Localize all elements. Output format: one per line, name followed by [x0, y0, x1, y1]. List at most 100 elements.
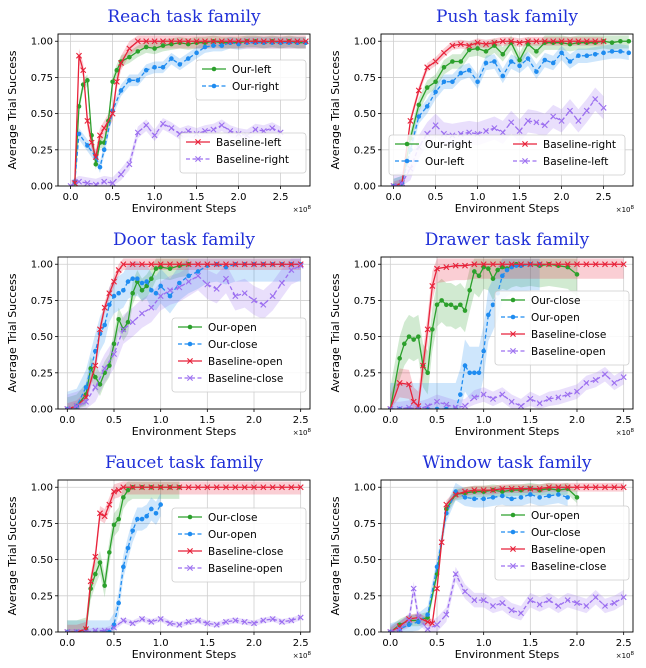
- x-tick-label: 2.0: [569, 415, 585, 426]
- chart-reach: Reach task family 0.0 0.5 1.0 1.5 2.0 2.5 0.00 0…: [6, 7, 312, 215]
- point-baseline-close: [443, 611, 450, 618]
- point-our-right: [450, 59, 455, 64]
- band-our-close: [390, 258, 577, 409]
- x-tick-label: 1.0: [147, 192, 163, 203]
- legend-box: [171, 317, 307, 393]
- point-our-right: [534, 49, 539, 54]
- point-baseline-right: [558, 38, 565, 45]
- point-our-right: [160, 64, 166, 70]
- legend-label: Our-close: [208, 512, 257, 524]
- plot-frame: [57, 33, 311, 187]
- point-baseline-close: [115, 487, 122, 494]
- chart-title: Faucet task family: [105, 453, 263, 473]
- legend-box: [195, 59, 307, 101]
- x-axis-label: Environment Steps: [132, 425, 237, 438]
- point-baseline-left: [491, 125, 498, 132]
- point-our-close: [462, 495, 468, 500]
- point-our-open: [107, 363, 112, 368]
- panel-drawer: Drawer task family 0.0 0.5 1.0 1.5 2.0 2.5 0.00…: [323, 223, 646, 445]
- x-tick-label: 0.5: [105, 192, 121, 203]
- point-our-left: [584, 53, 590, 59]
- point-our-close: [125, 279, 131, 284]
- point-baseline-left: [118, 59, 124, 66]
- point-our-close: [495, 267, 500, 273]
- legend-marker: [187, 531, 193, 537]
- point-baseline-close: [564, 597, 571, 604]
- point-baseline-right: [252, 126, 259, 133]
- band-baseline-close: [390, 258, 624, 409]
- point-baseline-right: [533, 38, 540, 45]
- point-our-close: [476, 273, 482, 279]
- point-baseline-open: [223, 261, 229, 268]
- point-our-right: [517, 57, 522, 63]
- chart-drawer: Drawer task family 0.0 0.5 1.0 1.5 2.0 2.5 0.00…: [329, 230, 635, 438]
- point-baseline-close: [195, 484, 201, 491]
- legend-label: Baseline-close: [531, 561, 606, 573]
- point-our-close: [158, 283, 163, 289]
- point-our-right: [416, 102, 422, 108]
- point-our-close: [149, 287, 154, 293]
- point-baseline-open: [148, 261, 155, 268]
- point-baseline-left: [92, 154, 99, 161]
- x-tick-label: 2.0: [246, 415, 262, 426]
- chart-push: Push task family 0.0 0.5 1.0 1.5 2.0 2.5 0.00 0.…: [329, 7, 635, 215]
- point-our-left: [626, 50, 632, 56]
- y-tick-label: 0.00: [31, 182, 53, 193]
- legend: Our-left Our-right: [195, 59, 307, 101]
- point-baseline-open: [120, 261, 127, 268]
- point-baseline-open: [232, 617, 239, 624]
- point-baseline-close: [87, 578, 94, 585]
- point-baseline-left: [516, 128, 523, 134]
- point-our-close: [121, 495, 126, 500]
- point-our-left: [416, 114, 422, 119]
- point-baseline-open: [185, 618, 192, 625]
- point-baseline-open: [167, 620, 173, 627]
- point-baseline-close: [92, 384, 99, 391]
- point-our-open: [444, 406, 449, 409]
- point-baseline-right: [269, 125, 276, 132]
- point-baseline-close: [527, 597, 534, 604]
- point-baseline-close: [157, 293, 164, 300]
- chart-title: Reach task family: [107, 7, 261, 27]
- point-our-right: [169, 56, 174, 61]
- legend-label: Our-open: [531, 312, 580, 324]
- point-our-left: [114, 67, 120, 73]
- point-our-left: [450, 79, 455, 85]
- point-our-close: [546, 493, 552, 499]
- band-baseline-open: [67, 614, 301, 632]
- x-tick-label: 1.5: [522, 638, 538, 649]
- legend-marker: [211, 83, 217, 89]
- x-tick-label: 2.5: [616, 638, 632, 649]
- x-tick-label: 1.0: [476, 415, 492, 426]
- point-our-open: [149, 506, 154, 512]
- point-baseline-close: [157, 484, 164, 491]
- point-baseline-left: [466, 129, 473, 136]
- point-our-right: [202, 44, 208, 50]
- point-our-close: [439, 298, 444, 303]
- point-our-right: [441, 64, 447, 70]
- point-baseline-open: [260, 617, 267, 624]
- point-our-open: [97, 382, 103, 387]
- point-baseline-right: [218, 122, 225, 129]
- legend-label: Our-open: [208, 529, 257, 541]
- y-axis-label: Average Trial Success: [329, 496, 342, 615]
- band-baseline-open: [390, 482, 624, 632]
- x-tick-label: 1.5: [199, 638, 215, 649]
- point-baseline-open: [499, 391, 506, 398]
- legend-label: Baseline-close: [208, 373, 283, 385]
- legend-label: Our-open: [208, 322, 257, 334]
- point-baseline-close: [620, 594, 627, 601]
- chart-title: Push task family: [436, 7, 578, 27]
- point-our-left: [601, 50, 606, 56]
- point-baseline-left: [260, 38, 267, 45]
- legend: Our-open Our-close Baseline-open Baseline-c…: [171, 317, 307, 393]
- legend-label: Baseline-open: [531, 346, 606, 358]
- point-our-right: [475, 46, 480, 51]
- legend-label: Baseline-left: [543, 156, 608, 168]
- point-our-left: [143, 44, 149, 50]
- point-baseline-open: [297, 261, 304, 268]
- point-baseline-left: [109, 110, 116, 117]
- point-baseline-open: [546, 395, 552, 402]
- x-tick-label: 0.0: [59, 415, 75, 426]
- y-tick-label: 0.75: [31, 296, 53, 307]
